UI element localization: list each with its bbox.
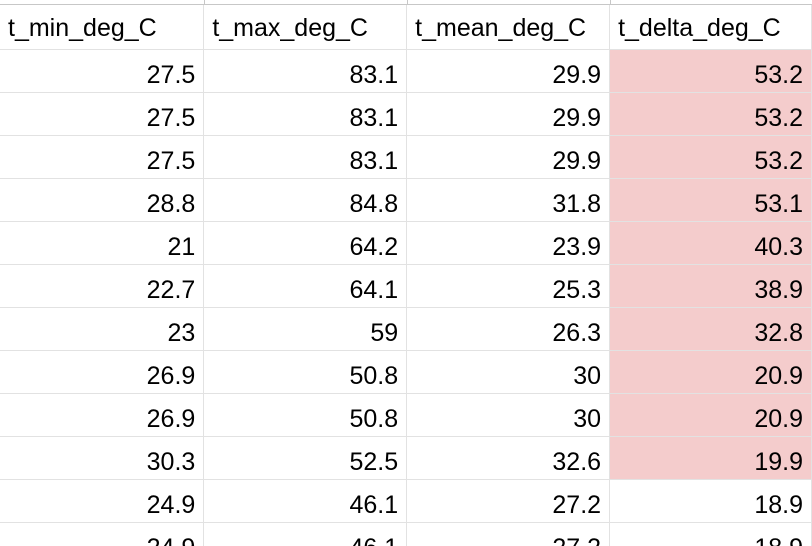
cell-t-delta[interactable]: 18.9 (609, 479, 812, 523)
cell-t-mean[interactable]: 29.9 (406, 135, 611, 179)
cell-t-max[interactable]: 84.8 (203, 178, 408, 222)
cell-t-min[interactable]: 22.7 (0, 264, 205, 308)
cell-t-delta[interactable]: 19.9 (609, 436, 812, 480)
cell-t-mean[interactable]: 23.9 (406, 221, 611, 265)
header-cell-t-max[interactable]: t_max_deg_C (203, 5, 408, 50)
data-table: t_min_deg_C t_max_deg_C t_mean_deg_C t_d… (0, 5, 812, 546)
column-divider[interactable] (610, 0, 611, 5)
cell-t-max[interactable]: 50.8 (203, 393, 408, 437)
cell-t-max[interactable]: 83.1 (203, 49, 408, 93)
cell-t-min[interactable]: 27.5 (0, 135, 205, 179)
cell-t-delta[interactable]: 20.9 (609, 350, 812, 394)
header-row: t_min_deg_C t_max_deg_C t_mean_deg_C t_d… (0, 5, 812, 50)
cell-t-max[interactable]: 46.1 (203, 522, 408, 546)
column-header-strip (0, 0, 812, 5)
table-row: 26.9 50.8 30 20.9 (0, 393, 812, 437)
table-row: 22.7 64.1 25.3 38.9 (0, 264, 812, 308)
cell-t-min[interactable]: 21 (0, 221, 205, 265)
cell-t-max[interactable]: 64.2 (203, 221, 408, 265)
cell-t-min[interactable]: 27.5 (0, 92, 205, 136)
table-row: 27.5 83.1 29.9 53.2 (0, 92, 812, 136)
cell-t-mean[interactable]: 29.9 (406, 92, 611, 136)
cell-t-delta[interactable]: 53.2 (609, 92, 812, 136)
cell-t-max[interactable]: 59 (203, 307, 408, 351)
cell-t-max[interactable]: 52.5 (203, 436, 408, 480)
cell-t-max[interactable]: 83.1 (203, 135, 408, 179)
cell-t-mean[interactable]: 30 (406, 393, 611, 437)
table-row: 28.8 84.8 31.8 53.1 (0, 178, 812, 222)
cell-t-min[interactable]: 28.8 (0, 178, 205, 222)
cell-t-mean[interactable]: 31.8 (406, 178, 611, 222)
cell-t-delta[interactable]: 53.2 (609, 49, 812, 93)
cell-t-mean[interactable]: 30 (406, 350, 611, 394)
cell-t-delta[interactable]: 53.2 (609, 135, 812, 179)
column-divider[interactable] (407, 0, 408, 5)
cell-t-min[interactable]: 24.9 (0, 479, 205, 523)
table-row: 27.5 83.1 29.9 53.2 (0, 135, 812, 179)
cell-t-min[interactable]: 30.3 (0, 436, 205, 480)
table-row: 24.946.127.218.9 (0, 522, 812, 546)
cell-t-max[interactable]: 83.1 (203, 92, 408, 136)
cell-t-mean[interactable]: 29.9 (406, 49, 611, 93)
table-row: 27.5 83.1 29.9 53.2 (0, 49, 812, 93)
cell-t-min[interactable]: 26.9 (0, 350, 205, 394)
cell-t-mean[interactable]: 27.2 (406, 479, 611, 523)
table-row: 21 64.2 23.9 40.3 (0, 221, 812, 265)
table-row: 30.3 52.5 32.6 19.9 (0, 436, 812, 480)
cell-t-delta[interactable]: 40.3 (609, 221, 812, 265)
table-row: 23 59 26.3 32.8 (0, 307, 812, 351)
cell-t-mean[interactable]: 25.3 (406, 264, 611, 308)
header-cell-t-mean[interactable]: t_mean_deg_C (406, 5, 611, 50)
column-divider[interactable] (204, 0, 205, 5)
cell-t-min[interactable]: 27.5 (0, 49, 205, 93)
table-row: 26.9 50.8 30 20.9 (0, 350, 812, 394)
cell-t-delta[interactable]: 38.9 (609, 264, 812, 308)
cell-t-min[interactable]: 23 (0, 307, 205, 351)
cell-t-delta[interactable]: 18.9 (609, 522, 812, 546)
cell-t-max[interactable]: 46.1 (203, 479, 408, 523)
cell-t-mean[interactable]: 26.3 (406, 307, 611, 351)
header-cell-t-min[interactable]: t_min_deg_C (0, 5, 205, 50)
cell-t-max[interactable]: 64.1 (203, 264, 408, 308)
cell-t-mean[interactable]: 32.6 (406, 436, 611, 480)
cell-t-mean[interactable]: 27.2 (406, 522, 611, 546)
cell-t-delta[interactable]: 32.8 (609, 307, 812, 351)
cell-t-delta[interactable]: 53.1 (609, 178, 812, 222)
cell-t-min[interactable]: 24.9 (0, 522, 205, 546)
header-cell-t-delta[interactable]: t_delta_deg_C (609, 5, 812, 50)
cell-t-max[interactable]: 50.8 (203, 350, 408, 394)
cell-t-delta[interactable]: 20.9 (609, 393, 812, 437)
cell-t-min[interactable]: 26.9 (0, 393, 205, 437)
